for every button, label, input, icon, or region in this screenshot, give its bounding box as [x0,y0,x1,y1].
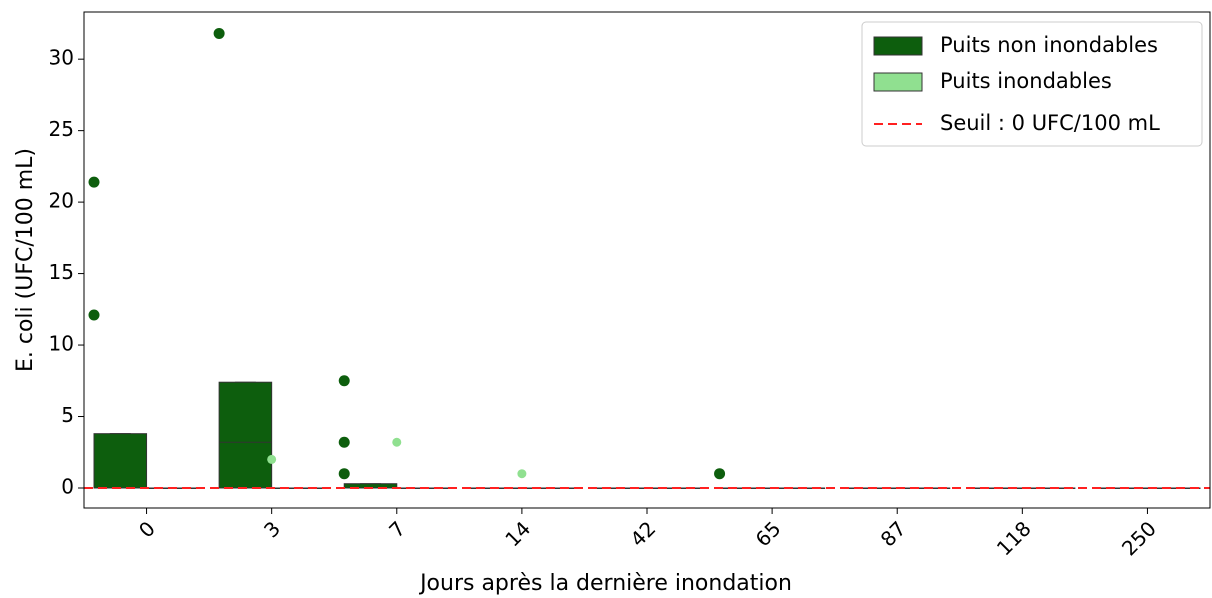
flier [338,375,350,387]
legend-label: Puits inondables [940,69,1112,93]
x-tick-label: 14 [500,516,535,551]
flier [88,309,100,321]
flier [338,468,350,480]
flier [267,454,277,464]
flier [392,437,402,447]
flier [338,436,350,448]
x-tick-label: 118 [992,516,1036,560]
flier [714,468,726,480]
y-tick-label: 0 [61,474,74,498]
box [93,433,148,489]
legend-swatch [873,72,923,92]
box [218,381,273,489]
flier [88,176,100,188]
y-tick-label: 5 [61,403,74,427]
x-tick-label: 7 [384,516,410,542]
y-tick-label: 10 [49,332,74,356]
y-axis-label: E. coli (UFC/100 mL) [13,148,38,372]
x-tick-label: 0 [134,516,160,542]
legend-label: Puits non inondables [940,33,1158,57]
x-tick-label: 87 [876,516,911,551]
flier [213,27,225,39]
y-tick-label: 15 [49,260,74,284]
legend-swatch [873,36,923,56]
plot-frame [83,11,1211,509]
x-tick-label: 250 [1117,516,1161,560]
y-tick-label: 25 [49,117,74,141]
x-tick-label: 42 [625,516,660,551]
x-tick-label: 3 [259,516,285,542]
legend-box [861,21,1203,147]
y-tick-label: 20 [49,189,74,213]
legend-label: Seuil : 0 UFC/100 mL [940,111,1160,135]
x-axis-label: Jours après la dernière inondation [418,571,792,596]
x-tick-label: 65 [751,516,786,551]
flier [517,469,527,479]
y-tick-label: 30 [49,46,74,70]
